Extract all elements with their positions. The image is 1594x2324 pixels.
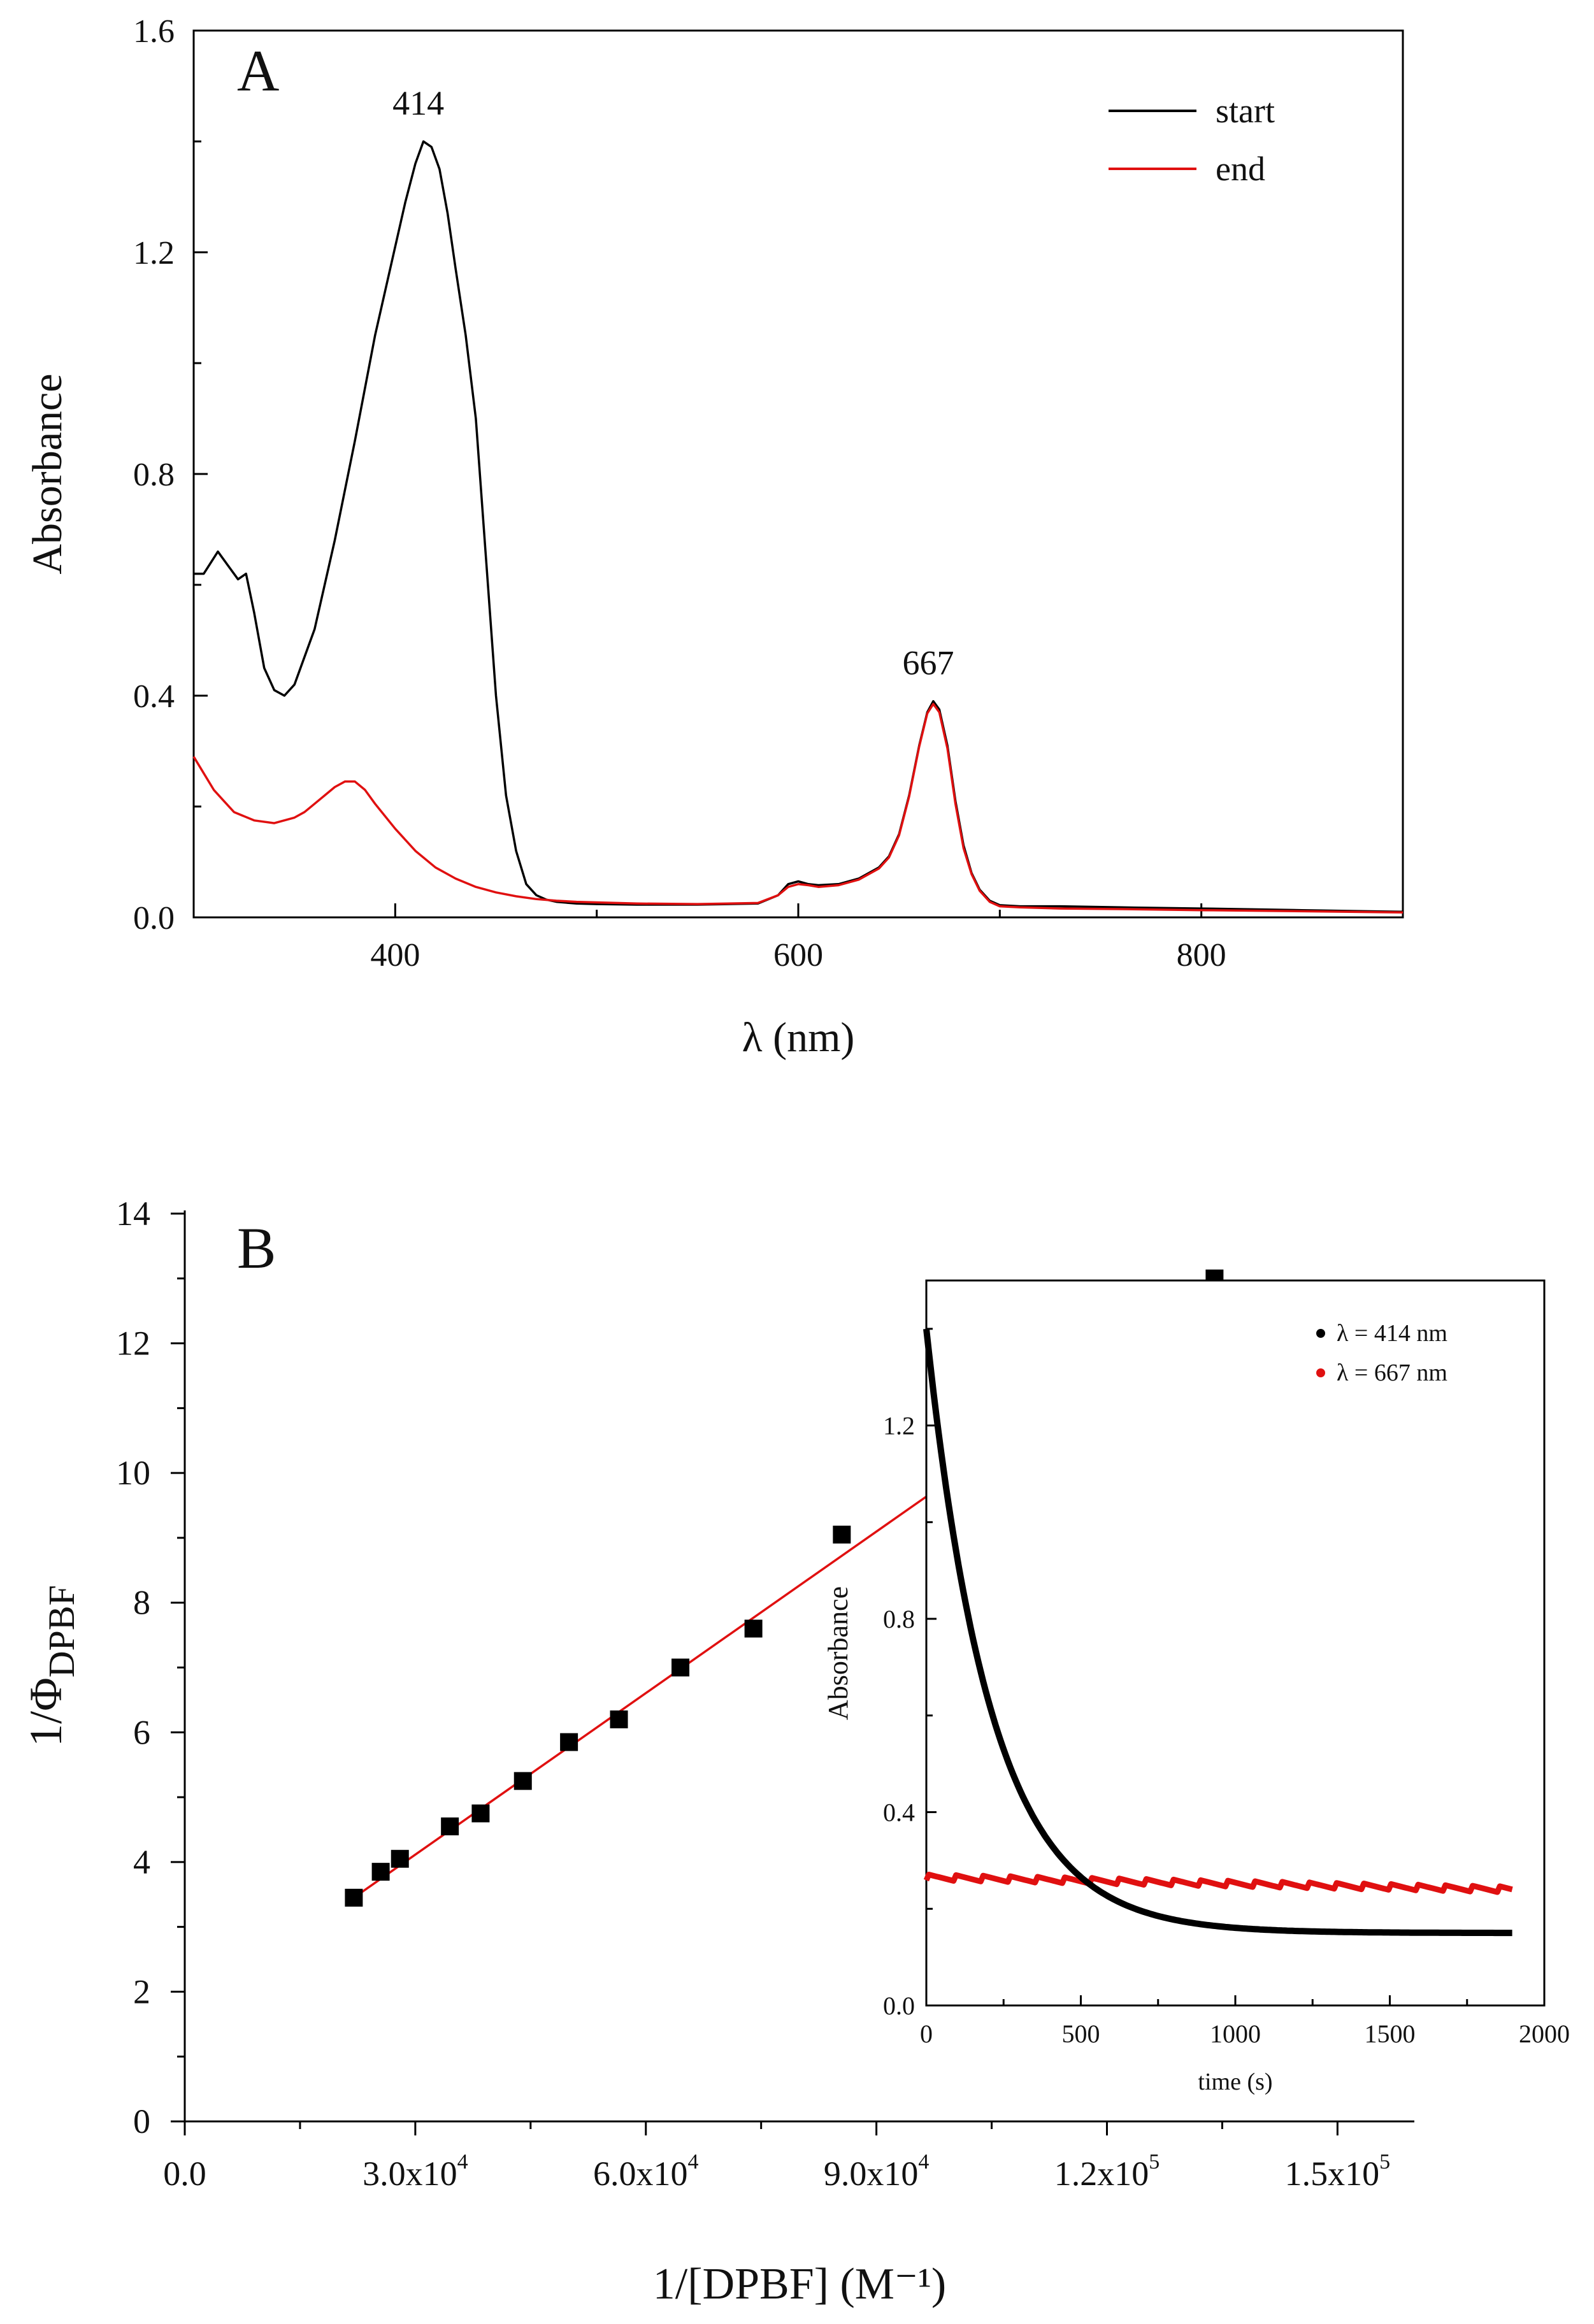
series-line-start (194, 140, 1404, 914)
data-point (371, 1863, 390, 1881)
y-tick-label: 1.2 (133, 235, 175, 271)
panel-b-chart: 0 2 4 6 8 10 12 14 0.0 3.0x104 6.0x104 9.0x104 1.2x… (20, 1194, 1570, 2309)
panel-a-chart: 0.0 0.4 0.8 1.2 1.6 400 600 800 414 667 A λ (nm… (24, 13, 1404, 1061)
y-tick-label: 0.8 (133, 457, 175, 493)
data-point (391, 1849, 409, 1868)
inset-legend-marker-414 (1316, 1329, 1325, 1338)
panel-a-y-ticks: 0.0 0.4 0.8 1.2 1.6 (133, 13, 208, 936)
inset-legend-label-414: λ = 414 nm (1337, 1320, 1447, 1347)
x-tick-label: 800 (1177, 937, 1226, 973)
inset-x-tick-label: 500 (1062, 2019, 1100, 2048)
y-tick-label: 0 (133, 2102, 150, 2141)
inset-y-tick-label: 0.4 (883, 1798, 915, 1827)
inset-x-tick-label: 0 (920, 2019, 933, 2048)
inset-y-axis-label: Absorbance (822, 1586, 854, 1720)
inset-legend-label-667: λ = 667 nm (1337, 1359, 1447, 1386)
inset-series (923, 1328, 1513, 1937)
y-tick-label: 1.6 (133, 13, 175, 50)
panel-b-label: B (237, 1216, 276, 1280)
panel-b-x-ticks: 0.0 3.0x104 6.0x104 9.0x104 1.2x105 1.5x105 (163, 2121, 1390, 2193)
panel-a-label: A (237, 38, 279, 103)
panel-a-legend: start end (1109, 92, 1275, 188)
y-tick-label: 10 (116, 1454, 150, 1492)
data-point (513, 1772, 532, 1790)
panel-a-annotations: 414 667 (392, 84, 954, 682)
panel-a-y-axis-label: Absorbance (24, 373, 71, 574)
data-point (345, 1888, 363, 1907)
data-point (441, 1817, 459, 1835)
inset-x-tick-label: 1500 (1365, 2019, 1416, 2048)
y-tick-label: 14 (116, 1194, 150, 1233)
peak-annotation: 414 (392, 84, 444, 122)
y-tick-label: 6 (133, 1713, 150, 1751)
inset-y-tick-label: 0.0 (883, 1991, 915, 2020)
x-tick-label: 600 (773, 937, 823, 973)
data-point (471, 1804, 490, 1823)
series-line-end (192, 703, 1404, 914)
x-tick-label: 0.0 (163, 2155, 206, 2193)
legend-label-end: end (1216, 150, 1265, 188)
inset-axes-frame (925, 1279, 1546, 2007)
x-tick-label: 9.0x104 (824, 2150, 930, 2193)
inset-legend: λ = 414 nm λ = 667 nm (1316, 1320, 1447, 1386)
inset-x-axis-label: time (s) (1198, 2069, 1272, 2095)
inset-x-tick-label: 1000 (1210, 2019, 1261, 2048)
panel-b-y-axis-label: 1/ΦDPBF (20, 1585, 82, 1747)
y-tick-label: 12 (116, 1324, 150, 1363)
y-tick-label: 4 (133, 1843, 150, 1881)
panel-b-x-axis-label: 1/[DPBF] (M⁻¹) (653, 2260, 946, 2309)
inset-legend-marker-667 (1316, 1368, 1325, 1377)
panel-a-x-ticks: 400 600 800 (192, 903, 1404, 973)
panel-b-inset-chart: 0.0 0.4 0.8 1.2 0 500 1000 1500 2000 time (s) A… (822, 1279, 1570, 2095)
x-tick-label: 1.2x105 (1054, 2150, 1160, 2193)
inset-y-tick-label: 0.8 (883, 1605, 915, 1633)
inset-series-414 (923, 1328, 1513, 1937)
panel-a-series (192, 140, 1404, 914)
data-point (744, 1619, 763, 1638)
inset-x-tick-label: 2000 (1519, 2019, 1570, 2048)
panel-b-y-ticks: 0 2 4 6 8 10 12 14 (116, 1194, 185, 2141)
data-point (610, 1710, 628, 1728)
peak-annotation: 667 (902, 644, 954, 682)
y-tick-label: 8 (133, 1584, 150, 1622)
x-tick-label: 6.0x104 (593, 2150, 699, 2193)
panel-a-x-axis-label: λ (nm) (742, 1014, 855, 1061)
y-tick-label: 2 (133, 1972, 150, 2011)
data-point (671, 1658, 690, 1677)
inset-y-ticks: 0.0 0.4 0.8 1.2 (883, 1328, 937, 2020)
x-tick-label: 400 (370, 937, 420, 973)
y-tick-label: 0.0 (133, 900, 175, 936)
inset-y-tick-label: 1.2 (883, 1412, 915, 1440)
y-tick-label: 0.4 (133, 678, 175, 715)
x-tick-label: 3.0x104 (363, 2150, 468, 2193)
data-point (560, 1733, 578, 1751)
data-point (833, 1525, 851, 1544)
inset-x-ticks: 0 500 1000 1500 2000 (920, 1995, 1570, 2048)
inset-series-667 (923, 1872, 1513, 1895)
legend-label-start: start (1216, 92, 1275, 130)
x-tick-label: 1.5x105 (1285, 2150, 1391, 2193)
